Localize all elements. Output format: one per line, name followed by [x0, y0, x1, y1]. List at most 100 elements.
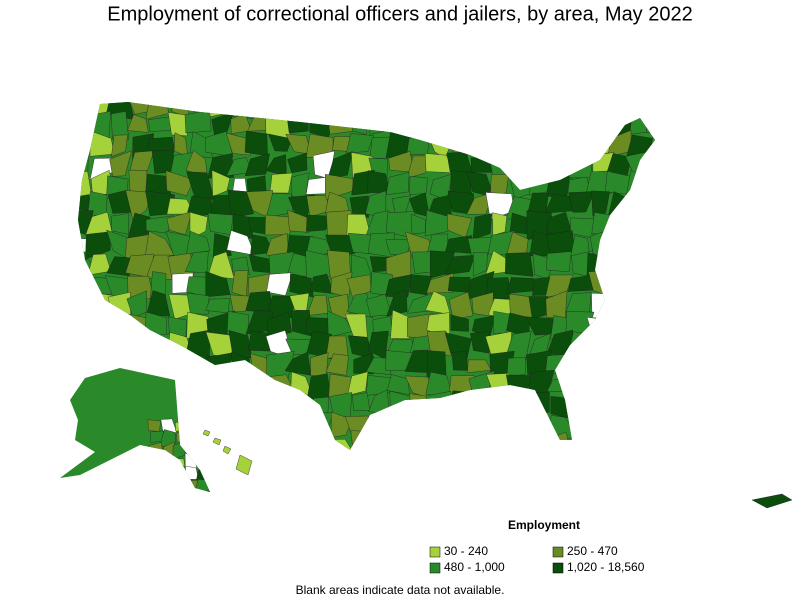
map-area — [587, 414, 616, 435]
map-area — [647, 333, 655, 358]
map-area — [425, 290, 451, 315]
map-area — [248, 431, 273, 450]
map-area — [505, 110, 532, 136]
map-area — [244, 102, 270, 118]
map-area — [190, 373, 211, 399]
map-area — [629, 432, 652, 450]
map-area — [485, 396, 514, 413]
map-area — [570, 375, 588, 395]
legend-label: 250 - 470 — [567, 544, 618, 558]
map-area — [591, 212, 613, 236]
map-area — [159, 468, 177, 479]
map-area — [485, 412, 510, 438]
map-area — [506, 356, 526, 378]
map-area — [568, 395, 596, 416]
map-area — [628, 196, 648, 219]
map-area — [287, 413, 309, 435]
map-area — [227, 189, 254, 219]
map-area — [409, 175, 428, 195]
map-area — [162, 478, 176, 492]
map-area — [626, 250, 652, 271]
map-area — [486, 429, 512, 450]
map-area — [78, 102, 90, 120]
map-area — [88, 309, 108, 339]
map-area — [489, 156, 511, 178]
map-area — [447, 276, 471, 293]
map-area — [286, 102, 314, 118]
map-area — [210, 372, 227, 401]
map-area — [244, 153, 270, 177]
map-area — [425, 115, 451, 137]
map-area — [78, 272, 92, 295]
map-area — [426, 272, 454, 294]
map-area — [505, 252, 534, 277]
map-area — [244, 130, 268, 157]
map-area — [646, 291, 655, 319]
map-area — [287, 152, 308, 173]
map-area — [567, 102, 591, 115]
map-area — [186, 434, 212, 450]
map-area — [646, 316, 655, 337]
map-area — [644, 218, 655, 239]
map-area — [78, 115, 88, 138]
map-area — [605, 272, 634, 297]
map-area — [330, 271, 353, 298]
map-area — [652, 351, 655, 377]
map-area — [172, 490, 188, 492]
map-area — [525, 415, 553, 436]
map-area — [185, 441, 198, 457]
map-area — [88, 351, 112, 374]
map-area — [78, 317, 93, 337]
map-area — [505, 131, 530, 158]
map-area — [430, 412, 455, 440]
map-area — [528, 102, 553, 117]
map-area — [549, 151, 573, 180]
footnote: Blank areas indicate data not available. — [296, 583, 505, 597]
map-area — [445, 412, 475, 439]
map-area — [531, 151, 551, 179]
map-area — [148, 115, 174, 132]
map-area — [195, 417, 210, 432]
map-area — [290, 434, 315, 450]
map-area — [505, 150, 535, 173]
map-area — [225, 410, 255, 434]
map-area — [167, 349, 190, 373]
map-area — [166, 211, 193, 235]
map-area — [232, 178, 248, 192]
legend: 30 - 240 250 - 470 480 - 1,000 1,020 - 18,5… — [429, 544, 645, 574]
map-area — [185, 329, 210, 357]
map-area — [626, 331, 654, 355]
map-area — [163, 453, 175, 470]
map-area — [469, 102, 495, 119]
map-area — [198, 455, 210, 468]
map-area — [85, 231, 111, 260]
map-title: Employment of correctional officers and … — [107, 3, 692, 25]
map-area — [367, 109, 390, 135]
map-area — [593, 397, 609, 416]
map-area — [205, 298, 230, 314]
puerto-rico — [751, 493, 793, 509]
map-area — [528, 430, 549, 450]
map-area — [545, 102, 575, 116]
map-area — [268, 133, 292, 152]
map-area — [365, 375, 392, 396]
map-area — [586, 170, 612, 194]
map-area — [506, 393, 532, 415]
map-area — [307, 431, 330, 450]
map-area — [126, 290, 147, 318]
map-area — [646, 249, 655, 280]
map-area — [306, 412, 334, 438]
map-area — [466, 113, 494, 132]
map-area — [448, 434, 476, 450]
map-area — [467, 409, 492, 437]
map-area — [165, 170, 195, 196]
map-area — [546, 251, 572, 273]
map-area — [426, 430, 449, 450]
map-area — [146, 333, 172, 354]
map-area — [568, 430, 594, 450]
map-area — [78, 130, 93, 157]
map-area — [506, 277, 535, 294]
map-area — [625, 274, 651, 298]
map-area — [151, 150, 175, 174]
